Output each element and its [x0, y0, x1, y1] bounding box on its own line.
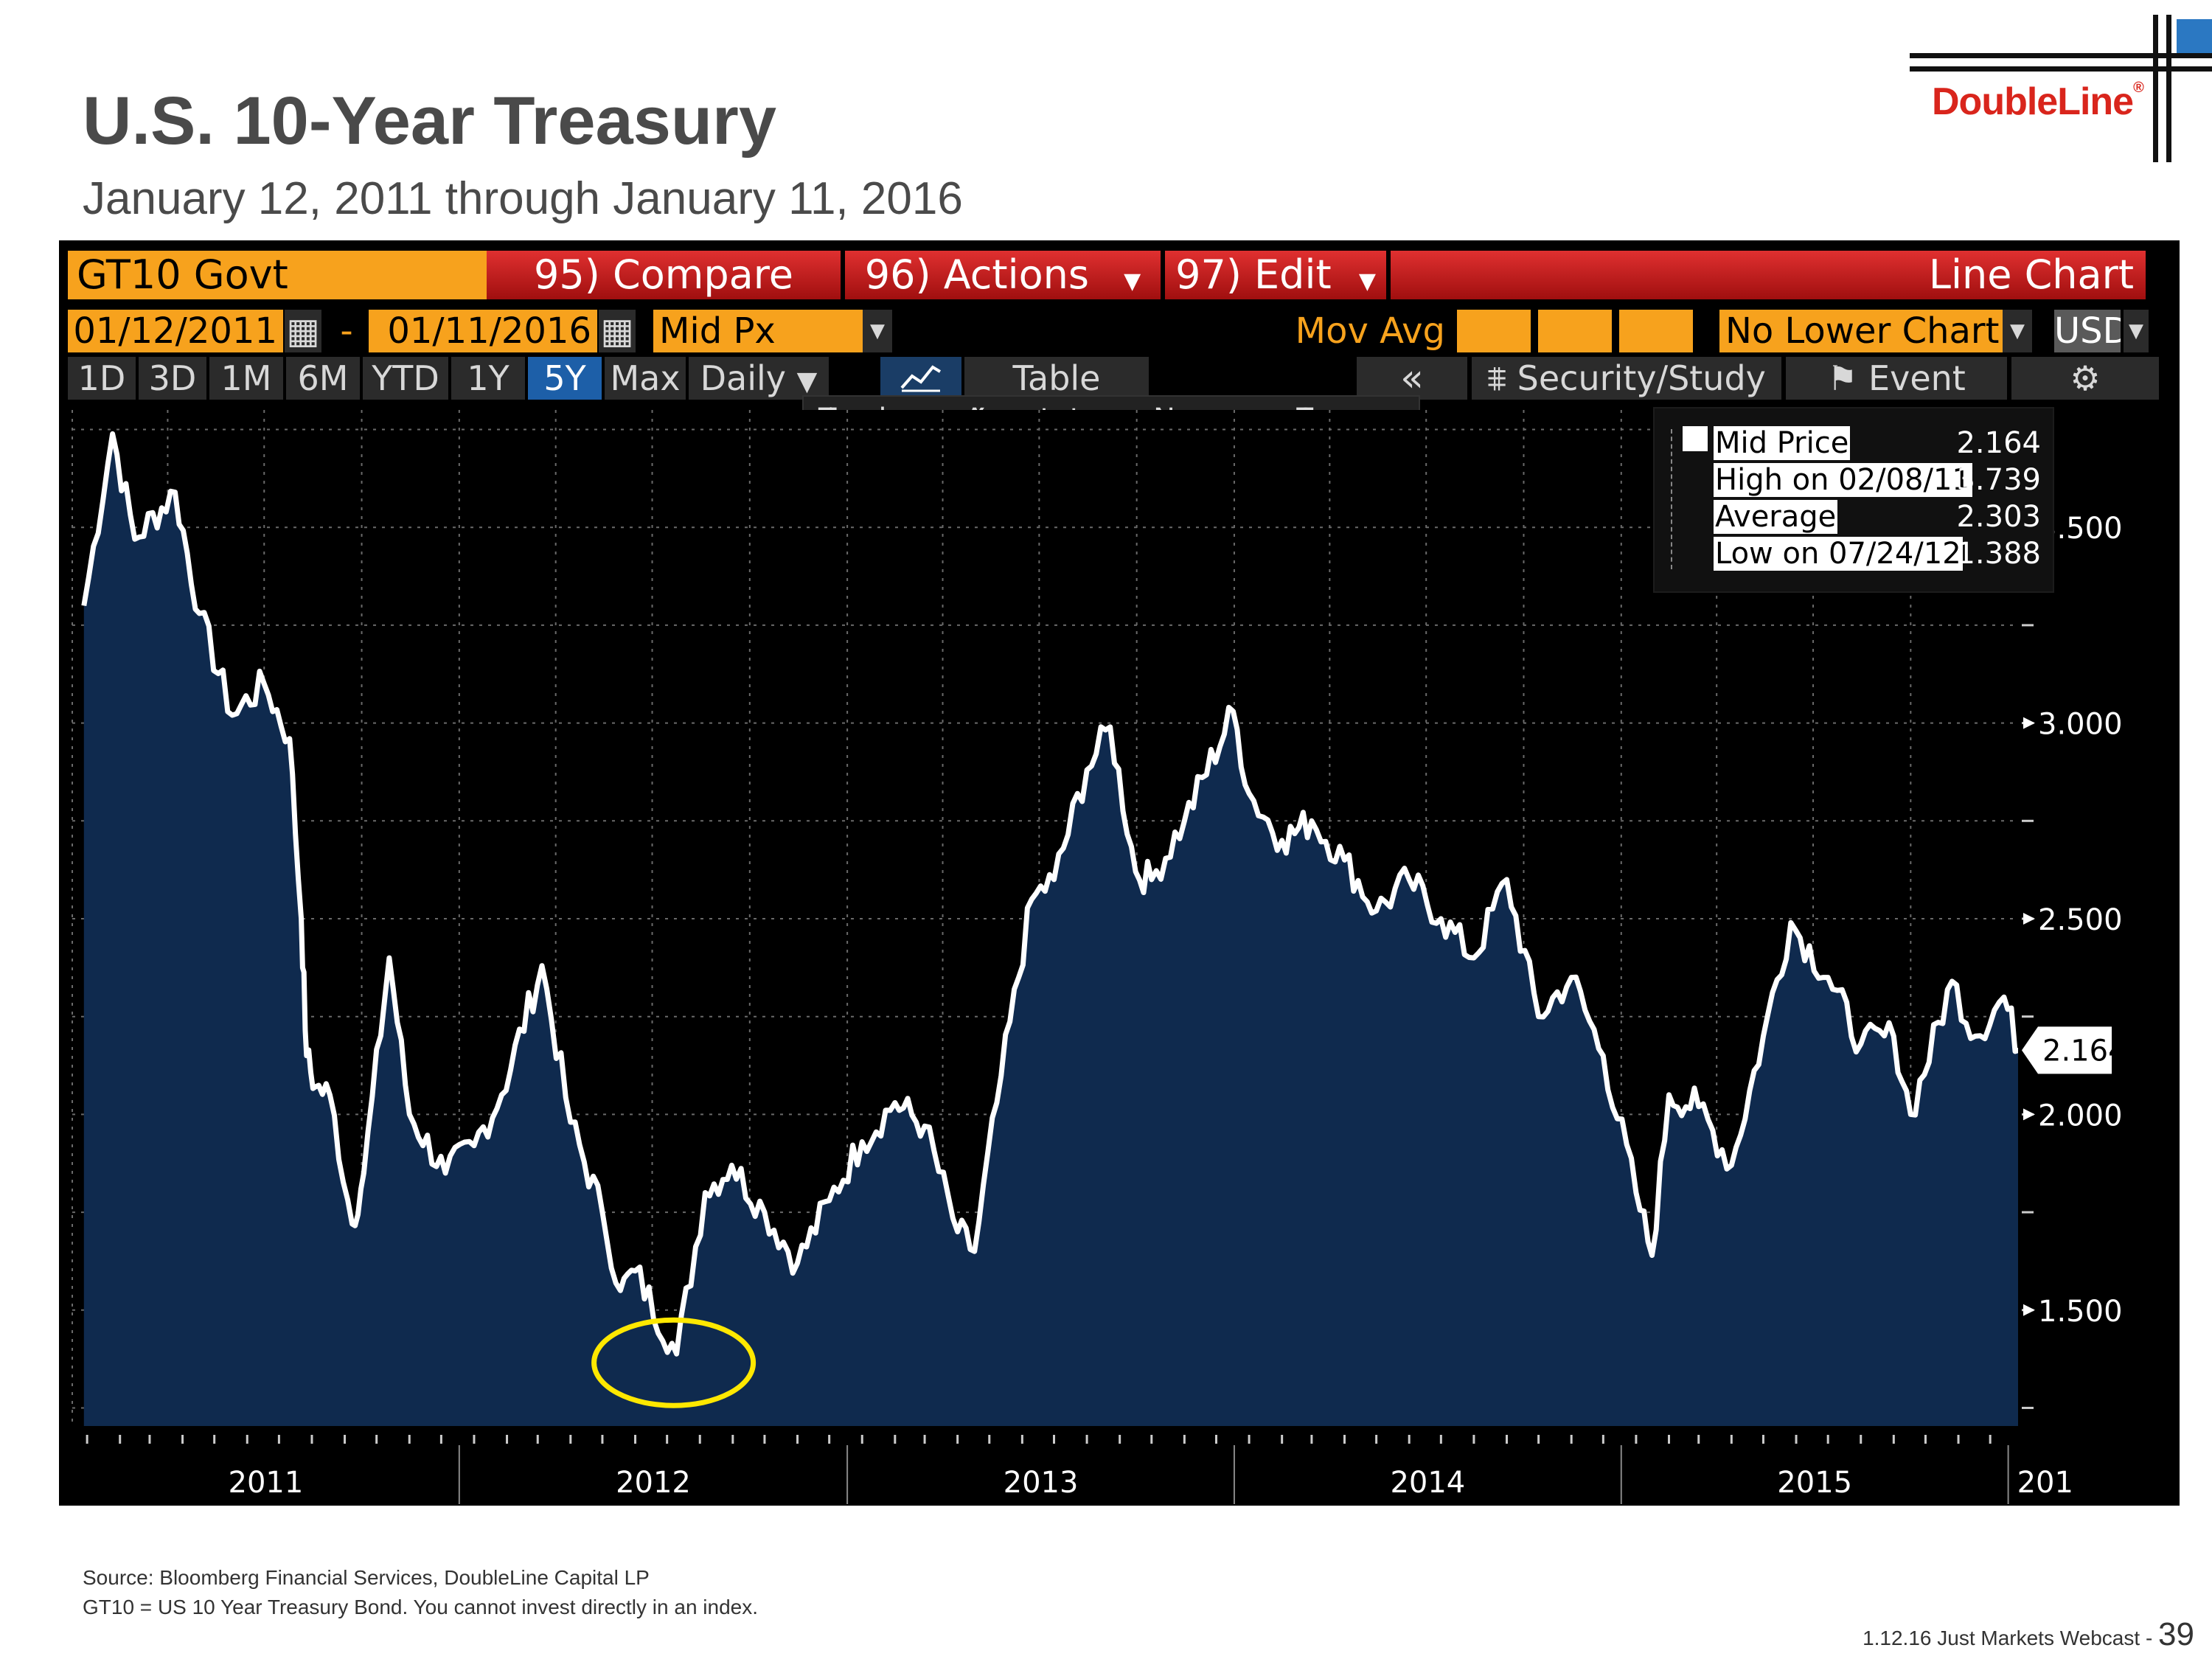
- legend-label-low: Low on 07/24/12: [1714, 537, 1963, 571]
- mov-avg-label: Mov Avg: [1239, 310, 1445, 352]
- legend-label-mid-price: Mid Price: [1714, 426, 1851, 460]
- frequency-label: Daily: [700, 358, 787, 398]
- page-title: U.S. 10-Year Treasury: [83, 83, 777, 159]
- end-date-field[interactable]: 01/11/2016: [369, 310, 597, 352]
- table-button[interactable]: Table: [964, 357, 1149, 400]
- edit-label: 97) Edit: [1175, 251, 1332, 298]
- period-button-3d[interactable]: 3D: [139, 357, 206, 400]
- line-chart-icon[interactable]: [880, 357, 961, 400]
- period-button-1m[interactable]: 1M: [209, 357, 283, 400]
- y-tick-arrow: [2023, 913, 2035, 925]
- mov-avg-input-3[interactable]: [1619, 310, 1693, 352]
- calendar-icon[interactable]: ▦: [599, 310, 636, 352]
- chart-legend: Mid Price 2.164 High on 02/08/11 3.739 A…: [1653, 407, 2054, 593]
- legend-label-average: Average: [1714, 500, 1838, 534]
- yield-area-fill: [83, 434, 2019, 1427]
- start-date-field[interactable]: 01/12/2011: [68, 310, 283, 352]
- security-study-button[interactable]: ⩨ Security/Study: [1472, 357, 1781, 400]
- compare-button[interactable]: 95) Compare: [487, 251, 841, 299]
- triangle-down-icon: ▼: [796, 366, 818, 397]
- frequency-select[interactable]: Daily ▼: [689, 357, 829, 400]
- event-label: Event: [1868, 358, 1966, 398]
- period-button-1y[interactable]: 1Y: [451, 357, 525, 400]
- legend-label-high: High on 02/08/11: [1714, 463, 1972, 497]
- y-tick-arrow: [2023, 1304, 2035, 1316]
- edit-menu[interactable]: 97) Edit ▼: [1165, 251, 1386, 299]
- flag-icon: ⚑: [1827, 358, 1869, 398]
- date-separator: -: [340, 310, 353, 352]
- source-line-1: Source: Bloomberg Financial Services, Do…: [83, 1566, 650, 1589]
- legend-row: Mid Price: [1683, 426, 1851, 460]
- period-button-1d[interactable]: 1D: [68, 357, 136, 400]
- security-study-label: Security/Study: [1517, 358, 1766, 398]
- low-highlight-circle: [591, 1317, 757, 1408]
- x-tick-label: 2013: [1004, 1466, 1079, 1500]
- mov-avg-input-2[interactable]: [1538, 310, 1612, 352]
- calendar-icon[interactable]: ▦: [285, 310, 321, 352]
- current-value-marker: [2022, 1026, 2112, 1074]
- legend-value-low: 1.388: [1956, 537, 2041, 571]
- doubleline-logo: [1910, 15, 2212, 162]
- mov-avg-input-1[interactable]: [1457, 310, 1531, 352]
- chevron-down-icon: ▼: [1358, 268, 1376, 294]
- chevron-down-icon[interactable]: ▼: [863, 310, 892, 352]
- x-tick-label: 2012: [616, 1466, 691, 1500]
- bloomberg-chart-panel: GT10 Govt 95) Compare 96) Actions ▼ 97) …: [59, 240, 2180, 1506]
- actions-menu[interactable]: 96) Actions ▼: [845, 251, 1161, 299]
- chevron-down-icon[interactable]: ▼: [2124, 310, 2149, 352]
- chevron-down-icon[interactable]: ▼: [2003, 310, 2032, 352]
- event-button[interactable]: ⚑ Event: [1786, 357, 2007, 400]
- period-button-max[interactable]: Max: [605, 357, 686, 400]
- current-value-label: 2.164: [2042, 1034, 2127, 1068]
- page-number: 39: [2158, 1616, 2194, 1652]
- chart-study-icon: ⩨: [1487, 358, 1517, 398]
- currency-select[interactable]: USD: [2054, 310, 2121, 352]
- x-tick-label: 2011: [229, 1466, 304, 1500]
- actions-label: 96) Actions: [864, 251, 1089, 298]
- legend-value-high: 3.739: [1956, 463, 2041, 497]
- y-tick-arrow: [2023, 717, 2035, 729]
- page-subtitle: January 12, 2011 through January 11, 201…: [83, 173, 963, 224]
- security-field[interactable]: GT10 Govt: [68, 251, 495, 299]
- period-button-ytd[interactable]: YTD: [363, 357, 448, 400]
- collapse-left-icon[interactable]: «: [1357, 357, 1467, 400]
- x-tick-label: 2015: [1777, 1466, 1852, 1500]
- legend-tree-lines: [1671, 429, 1690, 569]
- x-tick-label: 201: [2017, 1466, 2073, 1500]
- period-button-5y[interactable]: 5Y: [528, 357, 602, 400]
- legend-value-mid-price: 2.164: [1956, 426, 2041, 460]
- chevron-down-icon: ▼: [1124, 268, 1141, 294]
- legend-swatch: [1683, 426, 1708, 451]
- source-line-2: GT10 = US 10 Year Treasury Bond. You can…: [83, 1596, 759, 1618]
- y-tick-label: 3.000: [2038, 708, 2123, 742]
- chart-type-label[interactable]: Line Chart: [1391, 251, 2146, 299]
- field-select[interactable]: Mid Px: [653, 310, 866, 352]
- gear-icon[interactable]: ⚙: [2011, 357, 2159, 400]
- page-footer: 1.12.16 Just Markets Webcast - 39: [1863, 1616, 2194, 1653]
- source-note: Source: Bloomberg Financial Services, Do…: [83, 1563, 758, 1622]
- logo-text: DoubleLine®: [1932, 80, 2144, 123]
- lower-chart-select[interactable]: No Lower Chart: [1719, 310, 2006, 352]
- y-tick-arrow: [2023, 1108, 2035, 1121]
- y-tick-label: 2.500: [2038, 903, 2123, 937]
- legend-value-average: 2.303: [1956, 500, 2041, 534]
- yield-series-line: [81, 431, 2020, 1357]
- period-button-6m[interactable]: 6M: [286, 357, 360, 400]
- y-tick-label: 1.500: [2038, 1295, 2123, 1329]
- footer-label: 1.12.16 Just Markets Webcast -: [1863, 1627, 2153, 1649]
- x-tick-label: 2014: [1390, 1466, 1465, 1500]
- y-tick-label: 2.000: [2038, 1099, 2123, 1133]
